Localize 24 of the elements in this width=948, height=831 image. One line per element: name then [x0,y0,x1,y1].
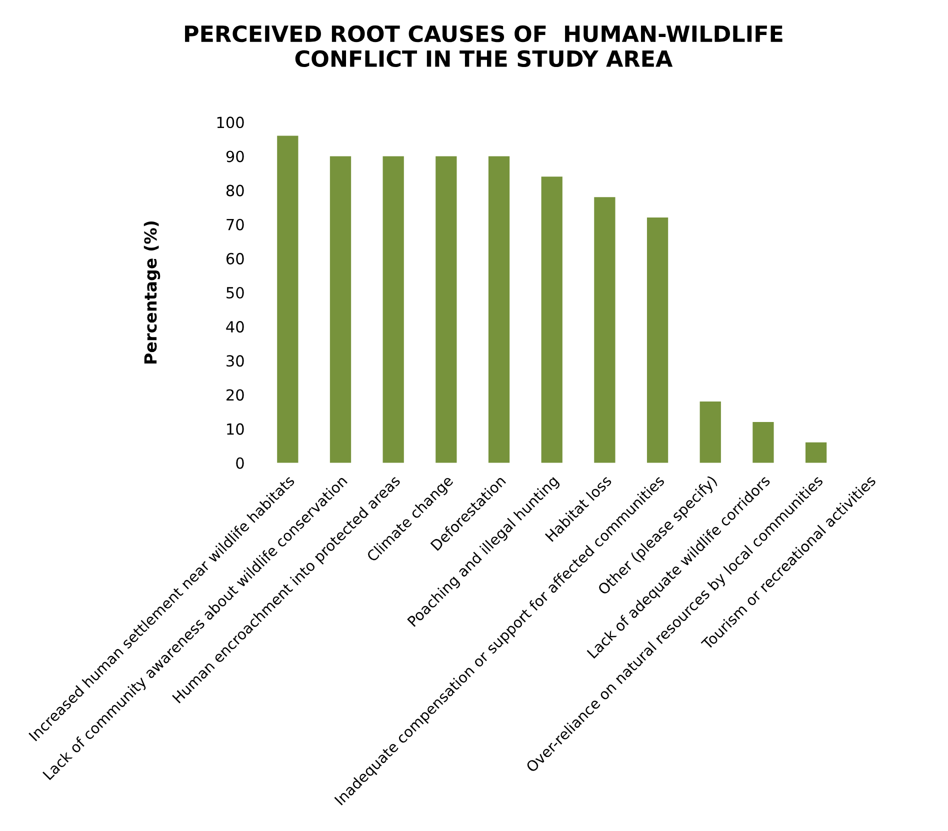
bar [752,422,774,463]
y-axis-title: Percentage (%) [144,221,160,364]
y-tick-label: 60 [226,252,244,264]
y-tick-label: 100 [217,116,244,128]
y-tick-label: 20 [226,389,244,401]
bar [805,442,827,463]
bar [488,156,510,463]
y-tick-label: 30 [226,355,244,367]
y-tick-label: 40 [226,321,244,333]
bar [541,176,562,463]
y-tick-label: 0 [236,457,244,469]
y-tick-label: 10 [227,423,244,435]
y-tick-label: 90 [226,150,244,162]
y-tick-label: 50 [226,286,244,299]
bar [436,156,457,463]
bar [700,402,721,463]
y-tick-label: 80 [226,184,244,196]
bar [277,136,298,463]
bar [382,156,404,463]
bar [330,156,352,463]
y-tick-label: 70 [226,218,244,230]
bar [646,218,668,463]
chart-title: PERCEIVED ROOT CAUSES OF HUMAN-WILDLIFE CONFLICT IN THE STUDY AREA [185,25,782,68]
bar [594,197,616,463]
